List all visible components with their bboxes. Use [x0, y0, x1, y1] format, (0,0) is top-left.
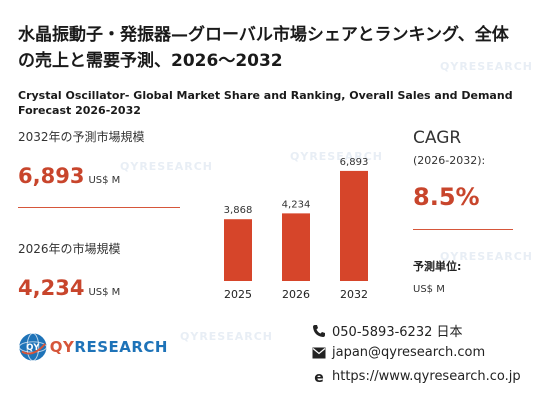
- divider: [18, 207, 180, 208]
- watermark-logo: QYRESEARCH: [290, 150, 383, 163]
- contact-email[interactable]: japan@qyresearch.com: [312, 345, 485, 360]
- website-link[interactable]: https://www.qyresearch.co.jp: [332, 369, 521, 384]
- globe-logo-icon: QY: [18, 332, 47, 362]
- current-unit: US$ M: [88, 287, 121, 298]
- value-label-2026: 4,234: [282, 199, 311, 210]
- current-value: 4,234: [18, 276, 85, 300]
- unit-label: 予測単位:: [413, 260, 462, 273]
- divider: [413, 229, 513, 230]
- forecast-value: 6,893: [18, 164, 85, 188]
- browser-e-icon: e: [314, 370, 324, 384]
- category-label-2026: 2026: [282, 288, 310, 301]
- cagr-period: (2026-2032):: [413, 154, 486, 167]
- page-subtitle: Crystal Oscillator- Global Market Share …: [18, 89, 513, 117]
- watermark-logo: QYRESEARCH: [180, 330, 273, 343]
- forecast-unit: US$ M: [88, 175, 121, 186]
- qyresearch-logo: QY QYRESEARCH: [18, 322, 168, 372]
- cagr-value: 8.5%: [413, 183, 480, 211]
- svg-text:e: e: [314, 370, 324, 384]
- bar-chart: 3,868 2025 4,234 2026 6,893 2032: [224, 157, 369, 301]
- category-label-2025: 2025: [224, 288, 252, 301]
- email-link[interactable]: japan@qyresearch.com: [332, 345, 486, 360]
- mail-icon: [312, 347, 326, 358]
- watermark-logo: QYRESEARCH: [440, 60, 533, 73]
- phone-icon: [313, 324, 325, 337]
- value-label-2032: 6,893: [340, 157, 369, 168]
- watermark-logo: QYRESEARCH: [440, 250, 533, 263]
- bar-2026: [282, 213, 310, 281]
- svg-text:QY: QY: [26, 342, 40, 352]
- current-label: 2026年の市場規模: [18, 242, 121, 256]
- cagr-title: CAGR: [413, 128, 462, 148]
- contact-phone: 050-5893-6232 日本: [312, 321, 463, 340]
- forecast-label: 2032年の予測市場規模: [18, 130, 145, 144]
- bar-2032: [340, 170, 368, 281]
- phone-number: 050-5893-6232 日本: [332, 325, 463, 340]
- category-label-2032: 2032: [340, 288, 368, 301]
- logo-wordmark: QYRESEARCH: [49, 338, 168, 356]
- current-value-block: 4,234 US$ M: [18, 276, 120, 300]
- watermark-logo: QYRESEARCH: [120, 160, 213, 173]
- page-title: 水晶振動子・発振器—グローバル市場シェアとランキング、全体の売上と需要予測、20…: [18, 25, 509, 71]
- unit-value: US$ M: [413, 284, 445, 295]
- value-label-2025: 3,868: [224, 205, 253, 216]
- bar-2025: [224, 219, 252, 281]
- forecast-value-block: 6,893 US$ M: [18, 164, 120, 188]
- contact-website[interactable]: e https://www.qyresearch.co.jp: [312, 369, 521, 384]
